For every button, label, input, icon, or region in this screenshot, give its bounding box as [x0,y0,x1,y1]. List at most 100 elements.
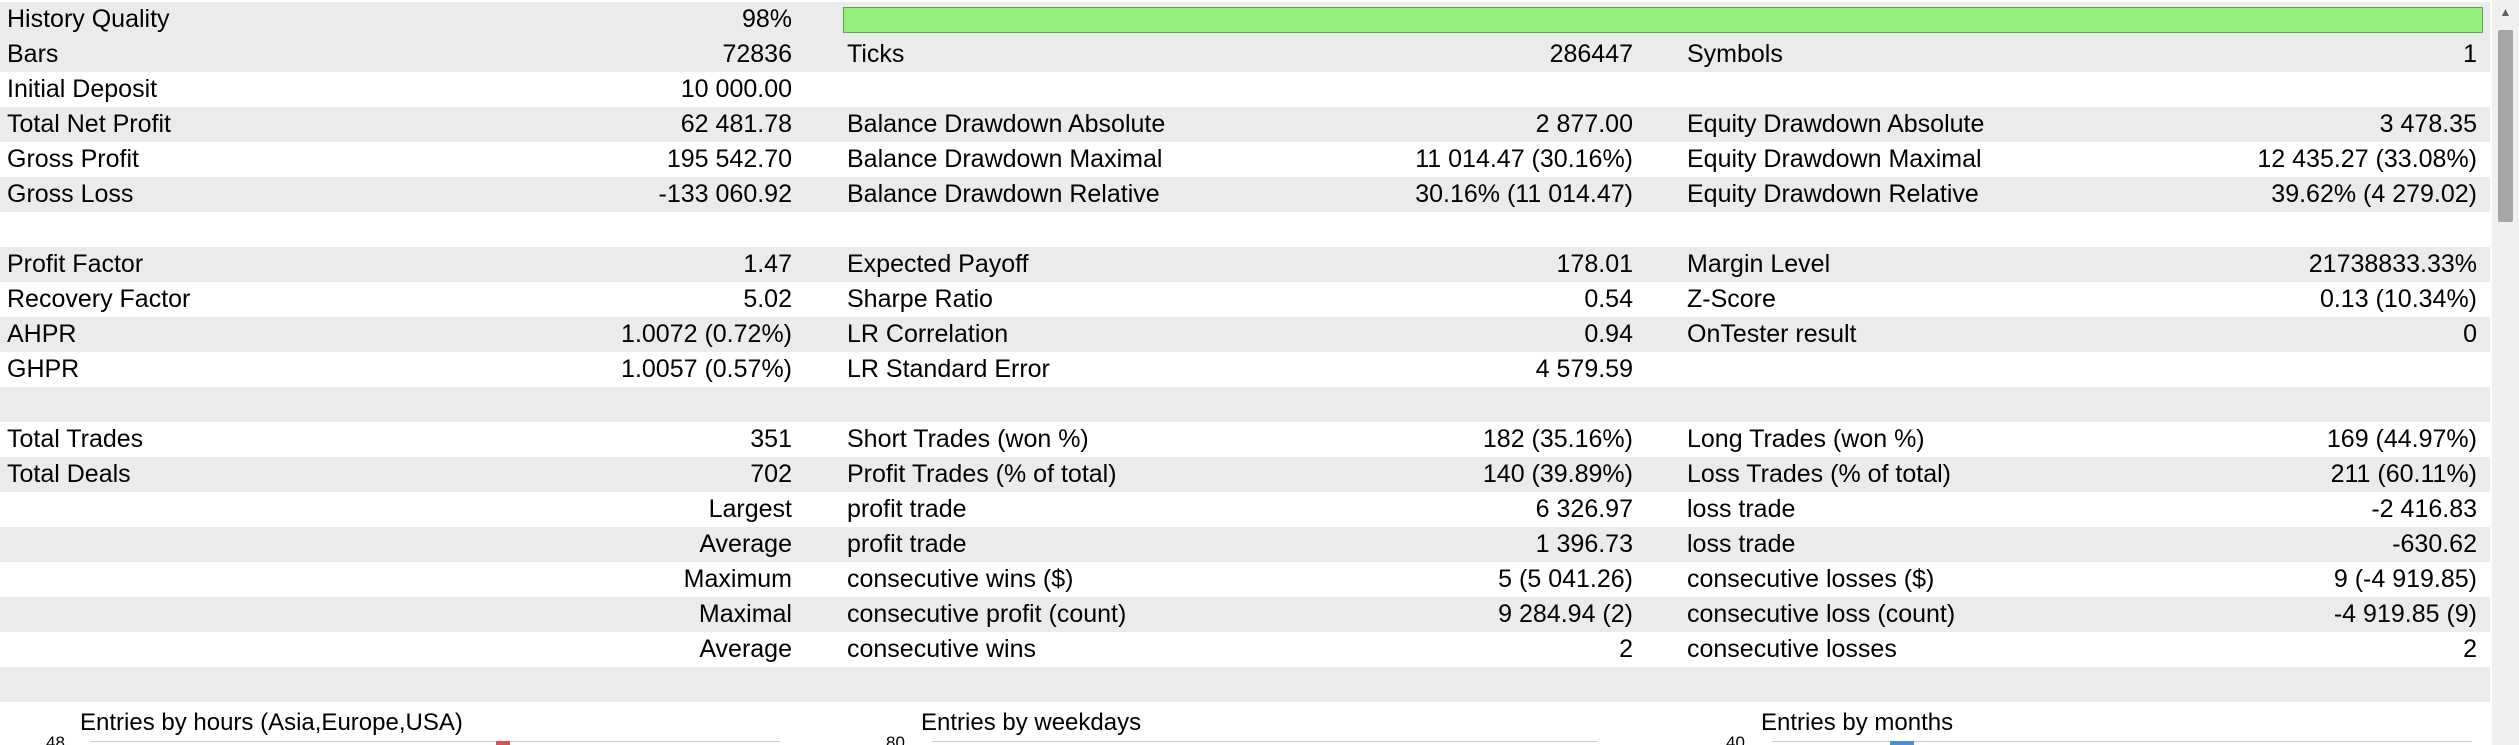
stat-label: Symbols [1687,40,1783,68]
scroll-up-arrow-icon[interactable]: ▲ [2499,5,2512,19]
stat-label: Loss Trades (% of total) [1687,460,1952,488]
stat-sublabel: Largest [708,495,792,523]
row-largest-trade: Largest profit trade 6 326.97 loss trade… [0,492,2490,527]
stat-value: 0.54 [1584,285,1633,313]
scrollbar-thumb[interactable] [2498,30,2513,222]
stat-value: 1 396.73 [1535,530,1633,558]
history-quality-label: History Quality [7,5,170,33]
stat-label: AHPR [7,320,77,348]
row-ghpr: GHPR 1.0057 (0.57%) LR Standard Error 4 … [0,352,2490,387]
stat-value: 3 478.35 [2379,110,2477,138]
stat-value: 178.01 [1556,250,1633,278]
stat-value: 169 (44.97%) [2326,425,2477,453]
row-spacer [0,667,2490,702]
stat-label: GHPR [7,355,80,383]
stat-label: loss trade [1687,495,1796,523]
stat-value: 62 481.78 [680,110,792,138]
stat-value: 10 000.00 [680,75,792,103]
stat-value: 4 579.59 [1535,355,1633,383]
stat-label: consecutive wins ($) [847,565,1074,593]
stat-sublabel: Average [699,635,792,663]
row-maximum-consecutive: Maximum consecutive wins ($) 5 (5 041.26… [0,562,2490,597]
stat-label: Profit Factor [7,250,144,278]
stat-value: 1 [2463,40,2477,68]
row-net-profit: Total Net Profit 62 481.78 Balance Drawd… [0,107,2490,142]
stat-value: 5.02 [743,285,792,313]
stat-label: Equity Drawdown Absolute [1687,110,1985,138]
stat-value: 9 284.94 (2) [1498,600,1633,628]
chart-frame-weekdays [932,741,1597,745]
stat-value: 140 (39.89%) [1482,460,1633,488]
chart-bar-hours [496,741,510,745]
stat-value: -630.62 [2392,530,2477,558]
chart-axis-tick-months: 40 [1726,733,1745,745]
stat-value: 12 435.27 (33.08%) [2257,145,2477,173]
stat-value: -133 060.92 [658,180,792,208]
stat-value: 351 [750,425,792,453]
stat-label: consecutive loss (count) [1687,600,1956,628]
stat-value: 2 [2463,635,2477,663]
stat-label: Total Net Profit [7,110,171,138]
chart-frame-months [1772,741,2472,745]
chart-title-months: Entries by months [1761,709,1954,736]
stat-value: 182 (35.16%) [1482,425,1633,453]
stat-value: 1.47 [743,250,792,278]
stat-value: 1.0072 (0.72%) [621,320,792,348]
stat-value: 211 (60.11%) [2330,460,2477,488]
stat-label: Gross Profit [7,145,139,173]
stat-sublabel: Maximal [698,600,792,628]
row-average-consecutive: Average consecutive wins 2 consecutive l… [0,632,2490,667]
stat-label: loss trade [1687,530,1796,558]
stat-value: 5 (5 041.26) [1498,565,1633,593]
stat-label: Expected Payoff [847,250,1029,278]
row-profit-factor: Profit Factor 1.47 Expected Payoff 178.0… [0,247,2490,282]
stat-label: Equity Drawdown Maximal [1687,145,1982,173]
chart-title-hours: Entries by hours (Asia,Europe,USA) [80,709,463,736]
stat-value: 9 (-4 919.85) [2333,565,2477,593]
stat-sublabel: Maximum [683,565,792,593]
stat-label: Sharpe Ratio [847,285,993,313]
row-initial-deposit: Initial Deposit 10 000.00 [0,72,2490,107]
row-maximal-consecutive: Maximal consecutive profit (count) 9 284… [0,597,2490,632]
stat-label: LR Correlation [847,320,1009,348]
stat-sublabel: Average [699,530,792,558]
stat-value: 0.13 (10.34%) [2319,285,2477,313]
stat-label: Ticks [847,40,905,68]
stat-value: -2 416.83 [2371,495,2477,523]
stat-value: 21738833.33% [2308,250,2477,278]
row-total-trades: Total Trades 351 Short Trades (won %) 18… [0,422,2490,457]
stat-label: Z-Score [1687,285,1776,313]
stat-value: 195 542.70 [666,145,792,173]
vertical-scrollbar[interactable]: ▲ [2492,0,2519,745]
stat-label: Initial Deposit [7,75,158,103]
chart-title-weekdays: Entries by weekdays [921,709,1142,736]
stat-label: consecutive losses ($) [1687,565,1935,593]
chart-frame-hours [90,741,780,745]
history-quality-bar [843,7,2483,33]
stat-value: 702 [750,460,792,488]
stat-label: Total Deals [7,460,131,488]
row-gross-loss: Gross Loss -133 060.92 Balance Drawdown … [0,177,2490,212]
stat-value: -4 919.85 (9) [2333,600,2477,628]
row-bars: Bars 72836 Ticks 286447 Symbols 1 [0,37,2490,72]
stat-value: 286447 [1549,40,1633,68]
stat-label: Bars [7,40,59,68]
stat-label: Recovery Factor [7,285,191,313]
stat-label: Profit Trades (% of total) [847,460,1117,488]
stat-label: consecutive losses [1687,635,1897,663]
row-average-trade: Average profit trade 1 396.73 loss trade… [0,527,2490,562]
stat-label: profit trade [847,530,967,558]
stat-value: 0.94 [1584,320,1633,348]
row-ahpr: AHPR 1.0072 (0.72%) LR Correlation 0.94 … [0,317,2490,352]
stat-label: Balance Drawdown Maximal [847,145,1163,173]
row-history-quality: History Quality 98% [0,2,2490,37]
stat-value: 39.62% (4 279.02) [2271,180,2477,208]
chart-axis-tick-hours: 48 [46,733,65,745]
row-spacer [0,212,2490,247]
stat-label: LR Standard Error [847,355,1050,383]
history-quality-value: 98% [741,5,792,33]
stat-value: 1.0057 (0.57%) [621,355,792,383]
stat-value: 72836 [722,40,792,68]
stat-value: 0 [2463,320,2477,348]
